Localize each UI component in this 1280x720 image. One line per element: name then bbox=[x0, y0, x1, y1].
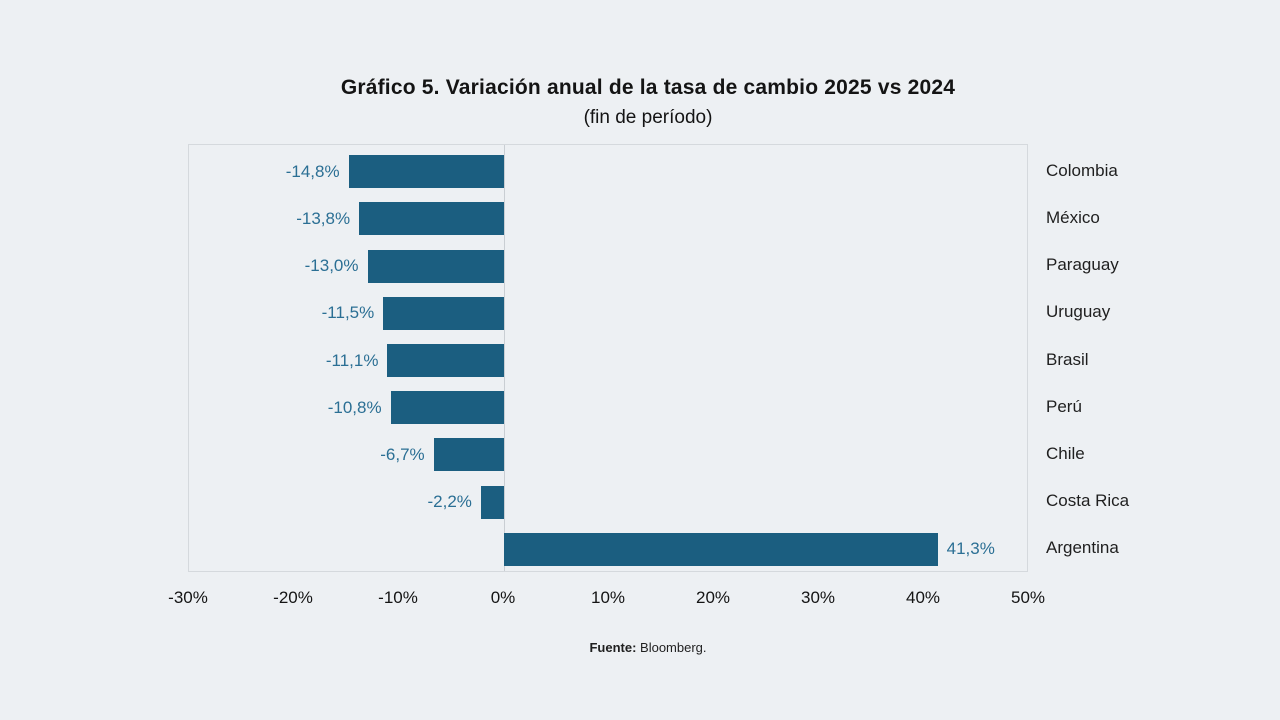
category-label: Colombia bbox=[1046, 160, 1118, 180]
source-label: Fuente: bbox=[589, 640, 637, 655]
x-tick-label: 10% bbox=[590, 588, 626, 607]
source-text: Bloomberg. bbox=[636, 640, 707, 655]
value-label: -13,8% bbox=[296, 208, 351, 228]
value-label: -14,8% bbox=[285, 161, 340, 181]
value-label: -2,2% bbox=[427, 492, 472, 512]
category-label: México bbox=[1046, 207, 1100, 227]
value-label: -13,0% bbox=[304, 256, 359, 276]
category-label: Uruguay bbox=[1046, 302, 1111, 322]
bar bbox=[387, 344, 504, 377]
x-tick-label: -30% bbox=[168, 588, 208, 607]
category-label: Chile bbox=[1046, 443, 1085, 463]
zero-axis-line bbox=[503, 145, 505, 571]
chart-subtitle: (fin de período) bbox=[583, 107, 713, 128]
value-label: -10,8% bbox=[327, 397, 382, 417]
chart-title: Gráfico 5. Variación anual de la tasa de… bbox=[340, 76, 956, 99]
category-label: Argentina bbox=[1046, 538, 1119, 558]
category-label: Paraguay bbox=[1046, 255, 1119, 275]
x-tick-label: 40% bbox=[905, 588, 941, 607]
value-label: -6,7% bbox=[380, 444, 425, 464]
value-label: -11,1% bbox=[325, 350, 379, 370]
plot-area: -14,8% -13,8% -13,0% -11,5% -11,1% -10,8% -6,7… bbox=[188, 144, 1028, 572]
bar bbox=[433, 438, 504, 472]
bar bbox=[383, 296, 504, 330]
bar bbox=[367, 249, 504, 283]
x-tick-label: 50% bbox=[1010, 588, 1046, 607]
bar bbox=[359, 202, 504, 236]
category-label: Costa Rica bbox=[1046, 491, 1130, 511]
bar bbox=[480, 485, 504, 519]
bar bbox=[504, 532, 938, 566]
category-label: Brasil bbox=[1046, 349, 1089, 369]
x-tick-label: 20% bbox=[695, 588, 731, 607]
bar bbox=[348, 155, 504, 189]
x-axis: -30% -20% -10% 0% 10% 20% 30% 40% 50% bbox=[168, 588, 1045, 612]
value-label: -11,5% bbox=[321, 303, 375, 323]
x-tick-label: 30% bbox=[800, 588, 836, 607]
value-label: 41,3% bbox=[946, 539, 995, 559]
source-note: Fuente: Bloomberg. bbox=[16, 640, 1280, 655]
bar bbox=[390, 391, 504, 425]
x-tick-label: -10% bbox=[378, 588, 418, 607]
category-label: Perú bbox=[1046, 396, 1082, 416]
x-tick-label: -20% bbox=[273, 588, 313, 607]
category-axis: Colombia México Paraguay Uruguay Brasil Perú C… bbox=[1046, 144, 1266, 572]
x-tick-label: 0% bbox=[490, 588, 516, 607]
